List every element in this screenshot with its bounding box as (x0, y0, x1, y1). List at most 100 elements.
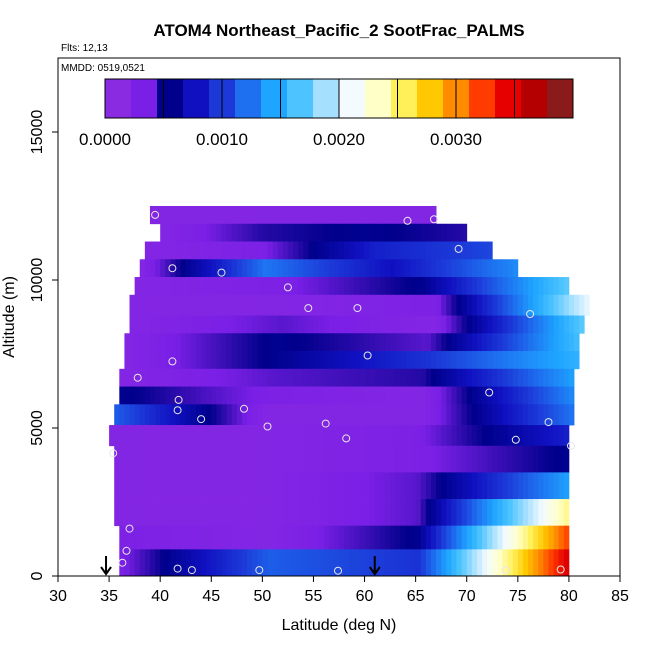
heatmap-cell (446, 241, 452, 260)
heatmap-cell (149, 351, 156, 370)
heatmap-cell (471, 241, 478, 260)
heatmap-cell (354, 525, 360, 550)
heatmap-cell (400, 404, 406, 426)
colorbar-swatch (313, 79, 340, 118)
heatmap-cell (211, 259, 217, 278)
heatmap-cell (257, 206, 263, 225)
heatmap-cell (533, 445, 539, 473)
heatmap-cell (328, 499, 335, 527)
heatmap-cell (374, 445, 381, 473)
heatmap-cell (369, 294, 376, 316)
heatmap-cell (221, 525, 227, 550)
heatmap-cell (476, 425, 483, 447)
heatmap-cell (129, 368, 136, 387)
heatmap-cell (548, 472, 554, 500)
heatmap-cell (333, 499, 340, 527)
heatmap-cell (471, 404, 478, 426)
heatmap-cell (298, 351, 304, 370)
heatmap-cell (543, 333, 549, 352)
heatmap-cell (293, 472, 299, 500)
heatmap-cell (574, 351, 580, 370)
heatmap-cell (451, 425, 457, 447)
heatmap-cell (257, 351, 263, 370)
heatmap-cell (267, 368, 273, 387)
heatmap-cell (533, 333, 539, 352)
heatmap-cell (538, 351, 544, 370)
heatmap-cell (379, 404, 386, 426)
heatmap-cell (517, 525, 524, 550)
heatmap-cell (553, 333, 560, 352)
heatmap-cell (241, 499, 248, 527)
heatmap-cell (548, 404, 554, 426)
heatmap-cell (425, 206, 432, 225)
heatmap-cell (517, 499, 524, 527)
heatmap-cell (339, 549, 345, 577)
heatmap-cell (543, 351, 549, 370)
heatmap-cell (277, 386, 284, 405)
heatmap-cell (395, 333, 401, 352)
heatmap-cell (533, 386, 539, 405)
heatmap-cell (211, 445, 217, 473)
heatmap-cell (221, 445, 227, 473)
heatmap-cell (384, 425, 391, 447)
heatmap-cell (451, 259, 457, 278)
heatmap-cell (390, 259, 396, 278)
heatmap-cell (344, 277, 350, 296)
heatmap-cell (344, 223, 350, 242)
heatmap-cell (354, 241, 360, 260)
heatmap-cell (558, 294, 565, 316)
heatmap-cell (149, 386, 156, 405)
heatmap-cell (507, 277, 514, 296)
heatmap-cell (349, 445, 355, 473)
heatmap-cell (528, 472, 534, 500)
heatmap-cell (195, 206, 202, 225)
heatmap-cell (482, 386, 488, 405)
heatmap-cell (538, 525, 544, 550)
heatmap-cell (170, 549, 176, 577)
heatmap-cell (344, 549, 350, 577)
heatmap-cell (349, 277, 355, 296)
heatmap-cell (502, 351, 508, 370)
heatmap-cell (492, 525, 498, 550)
heatmap-cell (277, 499, 284, 527)
heatmap-cell (221, 294, 227, 316)
heatmap-cell (420, 333, 427, 352)
heatmap-cell (298, 241, 304, 260)
heatmap-cell (252, 525, 258, 550)
heatmap-cell (415, 277, 422, 296)
heatmap-cell (272, 386, 279, 405)
colorbar (104, 78, 574, 119)
heatmap-cell (405, 549, 411, 577)
heatmap-cell (400, 315, 406, 334)
heatmap-cell (216, 425, 222, 447)
heatmap-cell (119, 386, 125, 405)
heatmap-cell (436, 472, 442, 500)
heatmap-cell (247, 294, 253, 316)
heatmap-cell (502, 549, 508, 577)
heatmap-cell (175, 525, 182, 550)
heatmap-cell (109, 425, 115, 447)
heatmap-cell (390, 404, 396, 426)
heatmap-cell (522, 549, 529, 577)
heatmap-cell (384, 333, 391, 352)
heatmap-cell (446, 333, 452, 352)
heatmap-cell (149, 472, 156, 500)
sample-point (263, 422, 272, 431)
heatmap-cell (303, 223, 309, 242)
heatmap-cell (206, 425, 212, 447)
x-tick-label: 30 (49, 588, 67, 605)
heatmap-cell (216, 549, 222, 577)
heatmap-cell (247, 472, 253, 500)
heatmap-cell (323, 206, 330, 225)
heatmap-cell (441, 386, 447, 405)
sample-points-layer (109, 210, 575, 575)
heatmap-cell (344, 499, 350, 527)
heatmap-cell (507, 315, 514, 334)
heatmap-cell (236, 525, 243, 550)
heatmap-cell (364, 425, 371, 447)
heatmap-cell (175, 404, 182, 426)
heatmap-cell (318, 368, 325, 387)
heatmap-cell (231, 259, 238, 278)
heatmap-cell (395, 206, 401, 225)
heatmap-cell (328, 404, 335, 426)
